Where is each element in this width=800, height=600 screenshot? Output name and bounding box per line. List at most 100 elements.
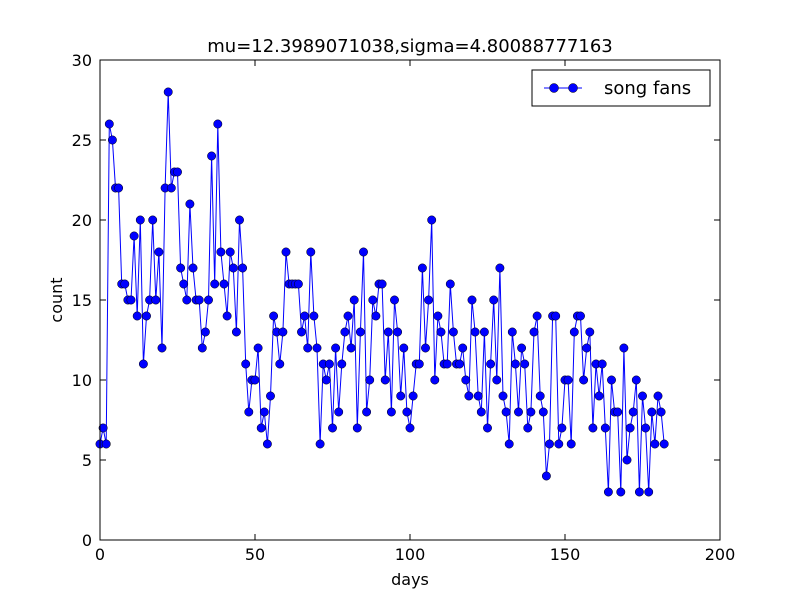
- data-point: [622, 455, 632, 465]
- data-point: [269, 311, 279, 321]
- x-tick-label: 0: [95, 545, 105, 564]
- data-point: [486, 359, 496, 369]
- data-point: [603, 487, 613, 497]
- data-point: [616, 487, 626, 497]
- data-point: [386, 407, 396, 417]
- data-point: [650, 439, 660, 449]
- data-point: [200, 327, 210, 337]
- data-point: [355, 327, 365, 337]
- data-point: [433, 311, 443, 321]
- data-point: [337, 359, 347, 369]
- y-tick-label: 15: [72, 291, 92, 310]
- data-point: [442, 359, 452, 369]
- data-point: [179, 279, 189, 289]
- data-point: [107, 135, 117, 145]
- legend: song fans: [531, 69, 711, 107]
- data-point: [461, 375, 471, 385]
- data-point: [266, 391, 275, 401]
- y-tick-label: 5: [82, 451, 92, 470]
- data-point: [225, 247, 235, 257]
- data-point: [514, 407, 523, 417]
- data-point: [231, 327, 241, 337]
- data-point: [501, 407, 511, 417]
- data-point: [219, 279, 229, 289]
- legend-marker-left: [549, 83, 559, 93]
- data-point: [458, 343, 468, 353]
- data-point: [365, 375, 375, 385]
- data-point: [470, 327, 480, 337]
- data-point: [303, 343, 313, 353]
- data-point: [349, 295, 359, 305]
- data-point: [541, 471, 551, 481]
- data-point: [467, 295, 477, 305]
- x-tick-label: 100: [395, 545, 426, 564]
- y-tick-label: 25: [72, 131, 92, 150]
- data-point: [138, 359, 148, 369]
- data-point: [464, 391, 474, 401]
- data-point: [309, 311, 319, 321]
- data-point: [585, 327, 595, 337]
- data-point: [324, 359, 334, 369]
- data-point: [634, 487, 644, 497]
- data-point: [430, 375, 440, 385]
- data-point: [362, 407, 372, 417]
- data-point: [504, 439, 514, 449]
- data-point: [104, 119, 114, 129]
- data-point: [315, 439, 325, 449]
- x-axis-ticks: 0 50 100 150 200: [95, 60, 735, 564]
- data-point: [321, 375, 331, 385]
- data-point: [334, 407, 344, 417]
- data-point: [126, 295, 136, 305]
- data-point: [253, 343, 263, 353]
- data-point: [557, 423, 567, 433]
- data-point: [520, 359, 530, 369]
- data-point: [250, 375, 260, 385]
- data-point: [644, 487, 654, 497]
- data-point: [597, 359, 607, 369]
- data-point: [259, 407, 269, 417]
- data-point: [619, 343, 629, 353]
- x-axis-label: days: [391, 570, 429, 589]
- data-point: [510, 359, 520, 369]
- data-point: [371, 311, 381, 321]
- data-point: [343, 311, 353, 321]
- data-point: [582, 343, 592, 353]
- data-point: [114, 183, 124, 193]
- data-point: [163, 87, 173, 97]
- data-point: [417, 263, 427, 273]
- y-tick-label: 30: [72, 51, 92, 70]
- data-point: [628, 407, 638, 417]
- data-point: [436, 327, 446, 337]
- data-point: [340, 327, 350, 337]
- data-point: [132, 311, 142, 321]
- data-point: [142, 311, 151, 321]
- data-point: [588, 423, 598, 433]
- legend-label: song fans: [604, 78, 691, 99]
- data-point: [492, 375, 502, 385]
- y-axis-ticks: 0 5 10 15 20 25 30: [72, 51, 720, 550]
- data-point: [377, 279, 387, 289]
- data-point: [129, 231, 139, 241]
- data-point: [278, 327, 288, 337]
- data-point: [216, 247, 226, 257]
- data-point: [594, 391, 604, 401]
- data-point: [563, 375, 573, 385]
- data-point: [331, 343, 341, 353]
- data-point: [607, 375, 616, 385]
- y-tick-label: 0: [82, 531, 92, 550]
- data-point: [545, 439, 554, 449]
- data-point: [390, 295, 399, 305]
- data-point: [405, 423, 415, 433]
- data-point: [194, 295, 204, 305]
- data-point: [402, 407, 412, 417]
- data-point: [498, 391, 508, 401]
- data-point: [408, 391, 418, 401]
- data-point: [262, 439, 272, 449]
- data-point: [600, 423, 610, 433]
- data-point: [154, 247, 164, 257]
- data-point: [281, 247, 291, 257]
- series-layer: [95, 87, 669, 497]
- data-point: [188, 263, 198, 273]
- data-point: [647, 407, 657, 417]
